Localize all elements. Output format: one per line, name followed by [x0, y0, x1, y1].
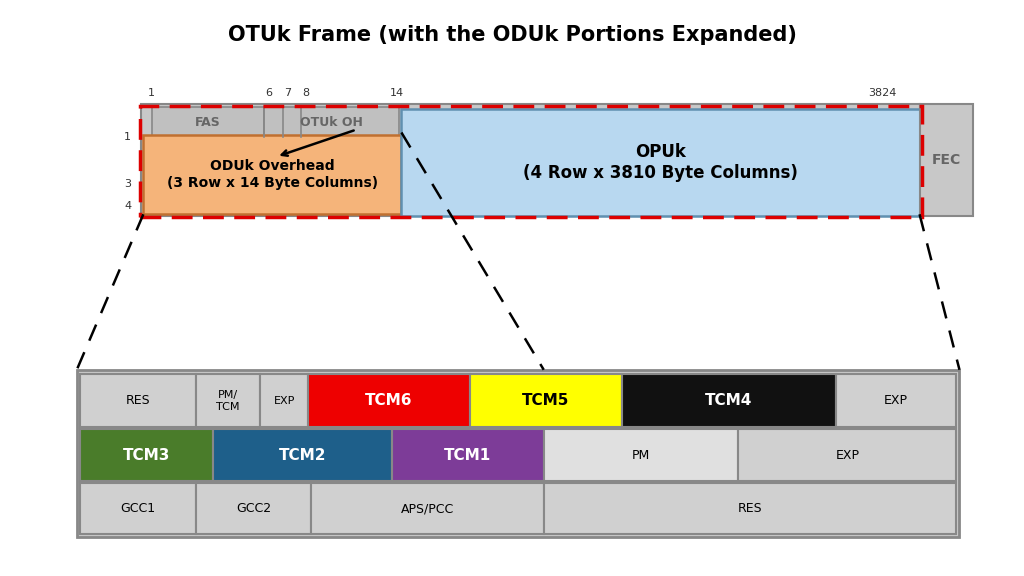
Bar [80, 429, 213, 481]
Text: TCM3: TCM3 [123, 448, 170, 463]
Text: EXP: EXP [836, 449, 859, 461]
Text: TCM2: TCM2 [279, 448, 327, 463]
Bar [152, 107, 264, 137]
Text: 14: 14 [390, 88, 404, 98]
Bar [392, 429, 544, 481]
Bar [401, 109, 920, 216]
Text: FAS: FAS [195, 116, 221, 128]
Text: GCC2: GCC2 [236, 502, 271, 515]
Bar [264, 107, 399, 137]
Text: 1: 1 [148, 88, 155, 98]
Text: 3: 3 [124, 179, 131, 190]
Text: 3824: 3824 [868, 88, 897, 98]
Text: OPUk
(4 Row x 3810 Byte Columns): OPUk (4 Row x 3810 Byte Columns) [523, 143, 798, 182]
Text: OTUk Frame (with the ODUk Portions Expanded): OTUk Frame (with the ODUk Portions Expan… [227, 25, 797, 44]
Text: GCC1: GCC1 [120, 502, 156, 515]
Bar [140, 106, 922, 217]
Bar [544, 483, 956, 534]
Bar [196, 483, 311, 534]
Text: APS/PCC: APS/PCC [400, 502, 455, 515]
Bar [260, 374, 308, 427]
Text: 6: 6 [265, 88, 271, 98]
Bar [308, 374, 470, 427]
Text: TCM5: TCM5 [522, 393, 569, 408]
Text: EXP: EXP [273, 396, 295, 406]
Bar [141, 104, 920, 216]
Text: ODUk Overhead
(3 Row x 14 Byte Columns): ODUk Overhead (3 Row x 14 Byte Columns) [167, 160, 378, 190]
Text: TCM1: TCM1 [444, 448, 492, 463]
Bar [738, 429, 956, 481]
Text: FEC: FEC [932, 153, 961, 167]
Text: PM: PM [632, 449, 650, 461]
Text: TCM4: TCM4 [705, 393, 753, 408]
Bar [470, 374, 622, 427]
Text: RES: RES [125, 395, 151, 407]
Bar [836, 374, 956, 427]
Bar [80, 483, 196, 534]
Text: 8: 8 [303, 88, 309, 98]
Bar [544, 429, 738, 481]
Bar [213, 429, 392, 481]
Bar [143, 135, 401, 214]
Bar [622, 374, 836, 427]
Bar [196, 374, 260, 427]
Bar [80, 374, 196, 427]
Text: 1: 1 [124, 132, 131, 142]
Bar [311, 483, 544, 534]
Text: EXP: EXP [884, 395, 908, 407]
Text: 4: 4 [124, 200, 131, 211]
Text: RES: RES [737, 502, 763, 515]
Text: OTUk OH: OTUk OH [300, 116, 364, 128]
Text: TCM6: TCM6 [366, 393, 413, 408]
Text: 7: 7 [285, 88, 291, 98]
Bar [920, 104, 973, 216]
Bar [77, 370, 959, 537]
Text: PM/
TCM: PM/ TCM [216, 390, 240, 412]
